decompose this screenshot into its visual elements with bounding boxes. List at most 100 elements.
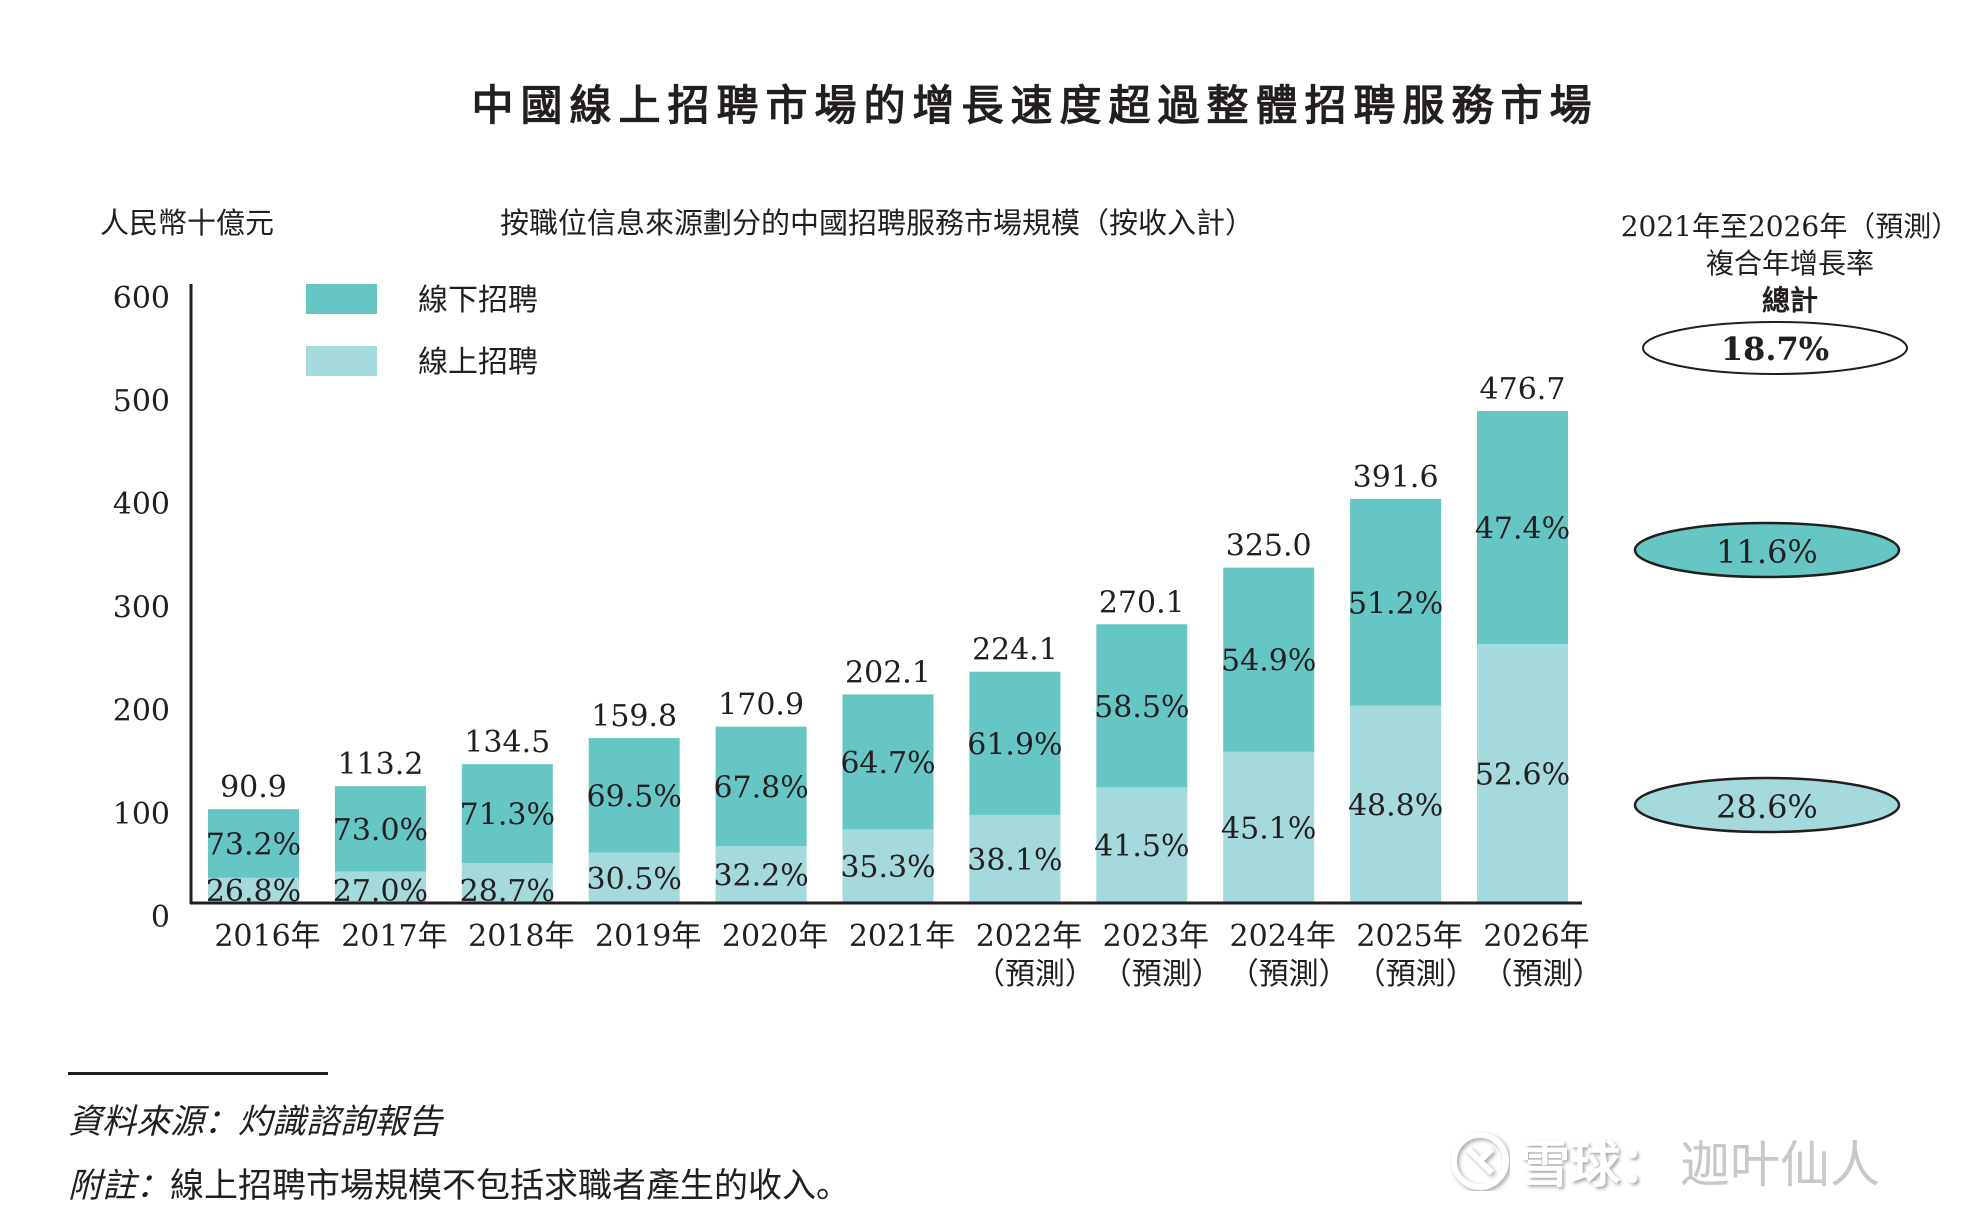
bar-total-label: 159.8 [591,699,677,734]
y-tick-label: 600 [113,281,170,316]
cagr-offline-value: 11.6% [1716,533,1818,571]
segment-label-online: 52.6% [1475,758,1570,793]
bar-segment-offline [1223,567,1315,752]
bar-group: 52.6% 47.4% 476.7 [1475,372,1570,903]
cagr-offline-ellipse [1633,521,1901,579]
x-tick-sublabel: （預測） [1229,957,1349,992]
bar-total-label: 202.1 [845,655,931,690]
bar-segment-offline [1096,624,1188,788]
segment-label-online: 45.1% [1221,811,1316,846]
x-tick-sublabel: （預測） [1483,957,1603,992]
y-axis-ticks: 0 100 200 300 400 500 600 [113,281,170,935]
x-tick-label: 2020年 [722,919,828,954]
y-tick-label: 100 [113,797,170,832]
watermark-author: 迦叶仙人 [1680,1136,1880,1194]
bar-group: 27.0%73.0%113.2 [333,747,428,909]
bar-total-label: 476.7 [1480,372,1566,407]
x-tick-label: 2025年 [1356,919,1462,954]
cagr-total-value: 18.7% [1721,330,1829,368]
footnote: 附註：線上招聘市場規模不包括求職者產生的收入。 [68,1158,850,1207]
y-tick-label: 0 [151,900,170,935]
bar-segment-online [588,852,680,903]
bar-total-label: 113.2 [337,747,423,782]
bar-group: 41.5% 58.5% 270.1 [1094,585,1189,903]
bar-total-label: 270.1 [1099,585,1185,620]
bar-total-label: 224.1 [972,633,1058,668]
bar-segment-online [1096,787,1188,903]
footer-divider [68,1072,328,1075]
bar-segment-offline [1477,411,1568,645]
segment-label-offline: 47.4% [1475,512,1570,547]
bar-segment-offline [1350,498,1442,706]
x-tick-label: 2024年 [1230,919,1336,954]
x-tick-label: 2017年 [341,919,447,954]
segment-label-offline: 51.2% [1348,586,1443,621]
bar-total-label: 325.0 [1226,529,1312,564]
x-tick-sublabel: （預測） [975,957,1095,992]
segment-label-offline: 73.2% [206,828,301,863]
bar-segment-online [969,814,1061,903]
bar-total-label: 134.5 [464,725,550,760]
bar-segment-online [1350,705,1442,903]
chart-subtitle: 按職位信息來源劃分的中國招聘服務市場規模（按收入計） [500,206,1255,240]
y-tick-label: 400 [113,487,170,522]
segment-label-online: 32.2% [713,859,808,894]
segment-label-online: 38.1% [967,843,1062,878]
segment-label-offline: 73.0% [333,813,428,848]
x-tick-label: 2026年 [1483,919,1589,954]
bar-segment-offline [842,694,934,830]
bar-segment-offline [334,786,426,872]
watermark: 雪球： 迦叶仙人 [1450,1125,1880,1197]
bar-segment-offline [715,726,807,847]
cagr-total-ellipse [1642,321,1908,375]
x-axis-labels: 2016年 2017年 2018年 2019年 2020年 2021年 2022年（預測）2… [214,919,1602,992]
x-tick-label: 2019年 [595,919,701,954]
segment-label-offline: 54.9% [1221,644,1316,679]
legend-swatch-online [306,346,377,376]
cagr-ellipses: 18.7% 11.6% 28.6% [1633,321,1908,834]
bar-segment-online [715,846,807,903]
bar-segment-offline [461,764,553,864]
cagr-total-label: 總計 [1761,284,1818,317]
bar-segment-offline [208,809,299,878]
segment-label-online: 35.3% [840,850,935,885]
legend-label-offline: 線下招聘 [418,283,538,318]
bar-segment-online [334,871,426,903]
bar-segment-online [842,829,934,903]
segment-label-offline: 61.9% [967,727,1062,762]
bar-segment-online [461,863,553,903]
chart-main-title: 中國線上招聘市場的增長速度超過整體招聘服務市場 [471,81,1599,130]
bar-total-label: 170.9 [718,688,804,723]
cagr-label: 複合年增長率 [1705,247,1874,280]
x-tick-label: 2016年 [214,919,320,954]
footnote-label: 附註： [68,1166,170,1206]
bar-group: 30.5% 69.5% 159.8 [587,699,682,903]
bar-group: 48.8% 51.2% 391.6 [1348,460,1443,903]
segment-label-offline: 67.8% [713,770,808,805]
bar-group: 38.1% 61.9% 224.1 [967,633,1063,903]
bar-segment-online [1223,751,1315,903]
y-tick-label: 300 [113,590,170,625]
cagr-period-label: 2021年至2026年（預測） [1620,210,1960,243]
bar-groups: 26.8%73.2%90.927.0%73.0%113.228.7%71.3%1… [206,372,1570,909]
bar-total-label: 90.9 [220,770,287,805]
cagr-online-value: 28.6% [1716,788,1818,826]
watermark-brand: 雪球： [1520,1136,1670,1194]
bar-segment-offline [969,671,1061,815]
bar-group: 26.8%73.2%90.9 [206,770,301,909]
bar-segment-online [208,877,299,903]
cagr-online-ellipse [1633,776,1901,834]
segment-label-online: 30.5% [587,862,682,897]
legend-label-online: 線上招聘 [418,345,538,380]
snowball-logo-icon [1451,1132,1509,1190]
segment-label-online: 48.8% [1348,788,1443,823]
segment-label-offline: 69.5% [587,779,682,814]
bar-total-label: 391.6 [1353,460,1439,495]
y-tick-label: 500 [113,384,170,419]
x-tick-label: 2021年 [849,919,955,954]
bar-group: 32.2% 67.8% 170.9 [713,688,809,903]
segment-label-online: 41.5% [1094,829,1189,864]
x-tick-label: 2022年 [976,919,1082,954]
bar-group: 28.7%71.3%134.5 [460,725,555,909]
segment-label-offline: 58.5% [1094,690,1189,725]
